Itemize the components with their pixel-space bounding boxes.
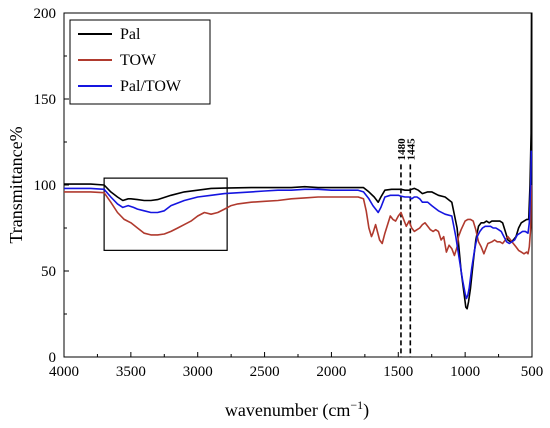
legend-label: Pal/TOW bbox=[120, 78, 182, 95]
series-line-pal-tow bbox=[64, 150, 533, 300]
x-tick-label: 1500 bbox=[383, 364, 413, 380]
y-tick-label: 100 bbox=[34, 178, 57, 194]
y-tick-label: 200 bbox=[34, 6, 57, 22]
y-axis-title: Transmittance% bbox=[6, 126, 26, 243]
series-lines bbox=[64, 12, 533, 310]
x-tick-label: 4000 bbox=[49, 364, 79, 380]
x-tick-label: 3000 bbox=[183, 364, 213, 380]
x-tick-label: 2500 bbox=[250, 364, 280, 380]
y-tick-label: 50 bbox=[41, 264, 56, 280]
series-line-tow bbox=[64, 184, 533, 257]
legend-label: Pal bbox=[120, 26, 141, 43]
y-tick-label: 150 bbox=[34, 92, 57, 108]
x-tick-label: 500 bbox=[521, 364, 544, 380]
series-line-pal bbox=[64, 12, 533, 310]
axis-ticks: 4000 3500 3000 2500 2000 1500 1000 500 0 50 100 150… bbox=[34, 6, 544, 380]
annotation-label: 1445 bbox=[405, 138, 417, 161]
y-tick-label: 0 bbox=[49, 350, 57, 366]
annotation-label: 1480 bbox=[396, 138, 408, 161]
x-tick-label: 2000 bbox=[316, 364, 346, 380]
legend: Pal TOW Pal/TOW bbox=[69, 19, 211, 105]
x-tick-label: 1000 bbox=[450, 364, 480, 380]
x-axis-title: wavenumber (cm−1) bbox=[225, 398, 369, 421]
x-tick-label: 3500 bbox=[116, 364, 146, 380]
highlight-region bbox=[103, 177, 228, 251]
legend-label: TOW bbox=[120, 52, 157, 69]
highlight-box bbox=[103, 177, 228, 251]
